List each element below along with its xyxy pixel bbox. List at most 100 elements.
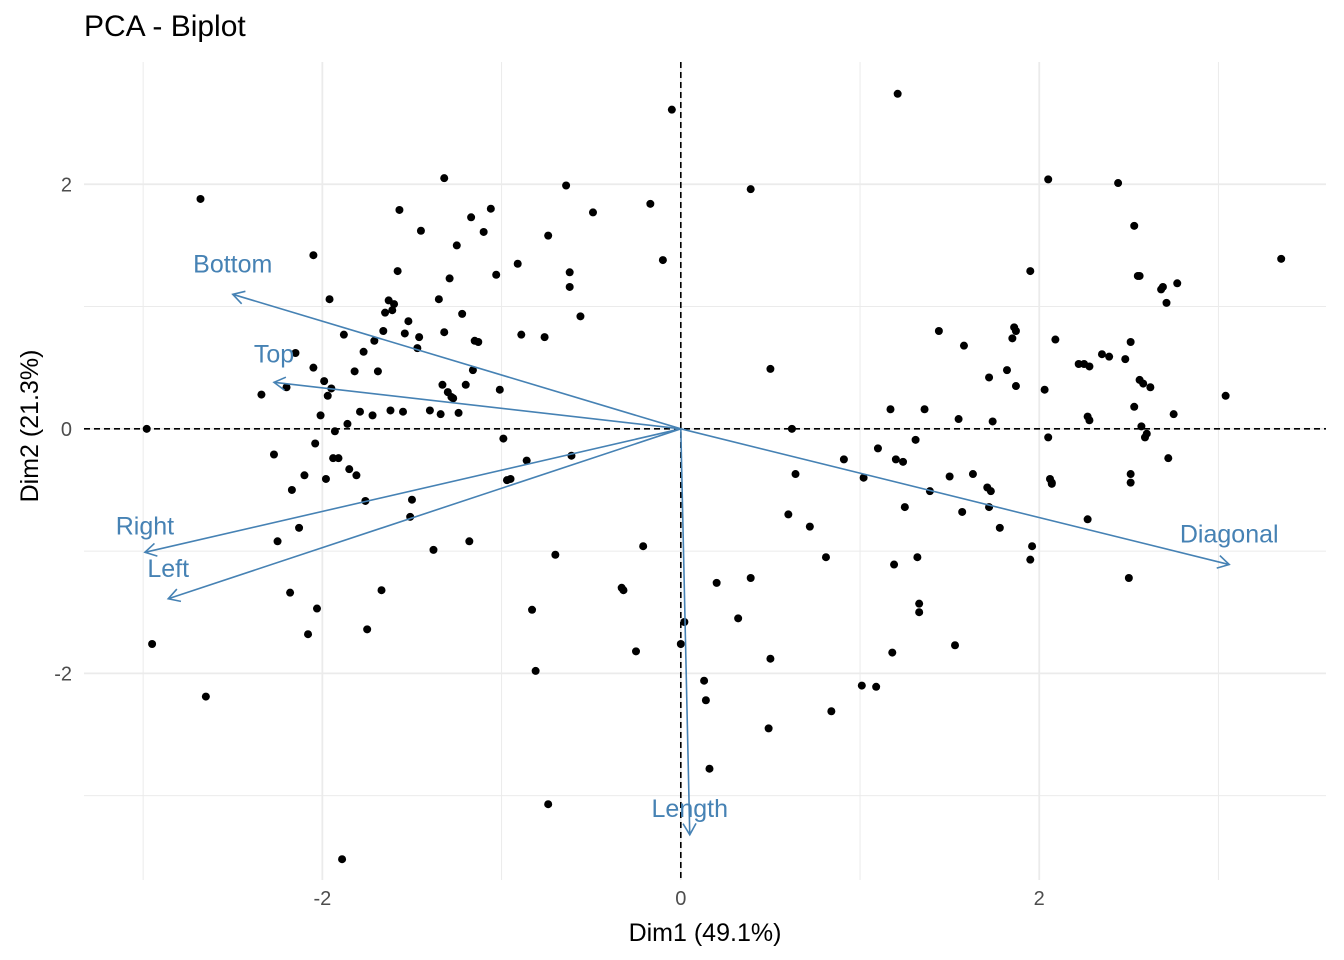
data-point [370, 336, 379, 345]
x-tick-label: -2 [313, 888, 331, 910]
data-point [1126, 338, 1135, 347]
data-point [859, 473, 868, 482]
data-point [445, 274, 454, 283]
data-point [201, 692, 210, 701]
data-point [531, 666, 540, 675]
data-point [986, 487, 995, 496]
data-point [1130, 221, 1139, 230]
data-point [425, 406, 434, 415]
data-point [316, 411, 325, 420]
data-point [522, 456, 531, 465]
data-point [544, 800, 553, 809]
data-point [658, 256, 667, 265]
data-point [951, 641, 960, 650]
data-point [359, 347, 368, 356]
data-point [465, 537, 474, 546]
y-tick-label: -2 [54, 663, 72, 685]
data-point [415, 333, 424, 342]
x-tick-label: 0 [675, 888, 686, 910]
data-point [142, 424, 151, 433]
data-point [1002, 366, 1011, 375]
data-point [619, 586, 628, 595]
data-point [295, 523, 304, 532]
data-point [676, 640, 685, 649]
data-point [1137, 422, 1146, 431]
data-point [1135, 271, 1144, 280]
data-point [1124, 573, 1133, 582]
data-point [393, 267, 402, 276]
data-point [1085, 362, 1094, 371]
data-point [705, 764, 714, 773]
x-tick-label: 2 [1034, 888, 1045, 910]
data-point [1162, 298, 1171, 307]
data-point [712, 578, 721, 587]
data-point [434, 295, 443, 304]
data-point [1130, 402, 1139, 411]
data-point [309, 251, 318, 260]
data-point [350, 367, 359, 376]
vector-arrowhead-length [682, 822, 697, 837]
y-tick-label: 2 [61, 174, 72, 196]
vector-label-top: Top [254, 340, 294, 368]
data-point [492, 270, 501, 279]
data-point [495, 385, 504, 394]
data-point [479, 227, 488, 236]
data-point [827, 707, 836, 716]
data-point [467, 213, 476, 222]
data-point [1277, 254, 1286, 263]
data-point [395, 205, 404, 214]
data-point [309, 363, 318, 372]
data-point [438, 380, 447, 389]
data-point [639, 542, 648, 551]
data-point [269, 450, 278, 459]
data-point [891, 455, 900, 464]
data-point [436, 410, 445, 419]
vector-arrowhead-top [272, 376, 287, 391]
data-point [890, 560, 899, 569]
data-point [454, 408, 463, 417]
data-point [325, 295, 334, 304]
data-point [565, 268, 574, 277]
data-point [920, 405, 929, 414]
data-point [873, 444, 882, 453]
data-point [386, 406, 395, 415]
axis-tick-labels: -2 0 2 -2 0 2 [54, 174, 1045, 910]
data-point [1011, 326, 1020, 335]
data-point [746, 573, 755, 582]
data-point [1146, 383, 1155, 392]
data-point [429, 545, 438, 554]
data-point [1158, 282, 1167, 291]
vector-arrowhead-left [166, 588, 182, 603]
data-point [399, 407, 408, 416]
y-tick-label: 0 [61, 419, 72, 441]
data-point [1173, 279, 1182, 288]
data-point [381, 308, 390, 317]
data-point [377, 586, 386, 595]
data-point [764, 724, 773, 733]
data-point [934, 326, 943, 335]
data-point [379, 326, 388, 335]
data-point [474, 338, 483, 347]
data-point [440, 328, 449, 337]
data-point [968, 470, 977, 479]
data-point [888, 648, 897, 657]
data-point [1142, 429, 1151, 438]
data-point [334, 454, 343, 463]
data-point [821, 553, 830, 562]
vector-diagonal [680, 428, 1230, 566]
data-point [356, 407, 364, 416]
data-point [1047, 478, 1056, 487]
data-point [352, 471, 361, 480]
data-point [257, 390, 266, 399]
data-point [646, 199, 655, 208]
data-point [320, 377, 329, 386]
data-point [1011, 382, 1020, 391]
data-point [1121, 355, 1130, 364]
data-point [544, 231, 553, 240]
data-point [667, 105, 676, 114]
data-point [286, 588, 295, 597]
data-point [1051, 335, 1060, 344]
grid-minor [84, 62, 1326, 880]
